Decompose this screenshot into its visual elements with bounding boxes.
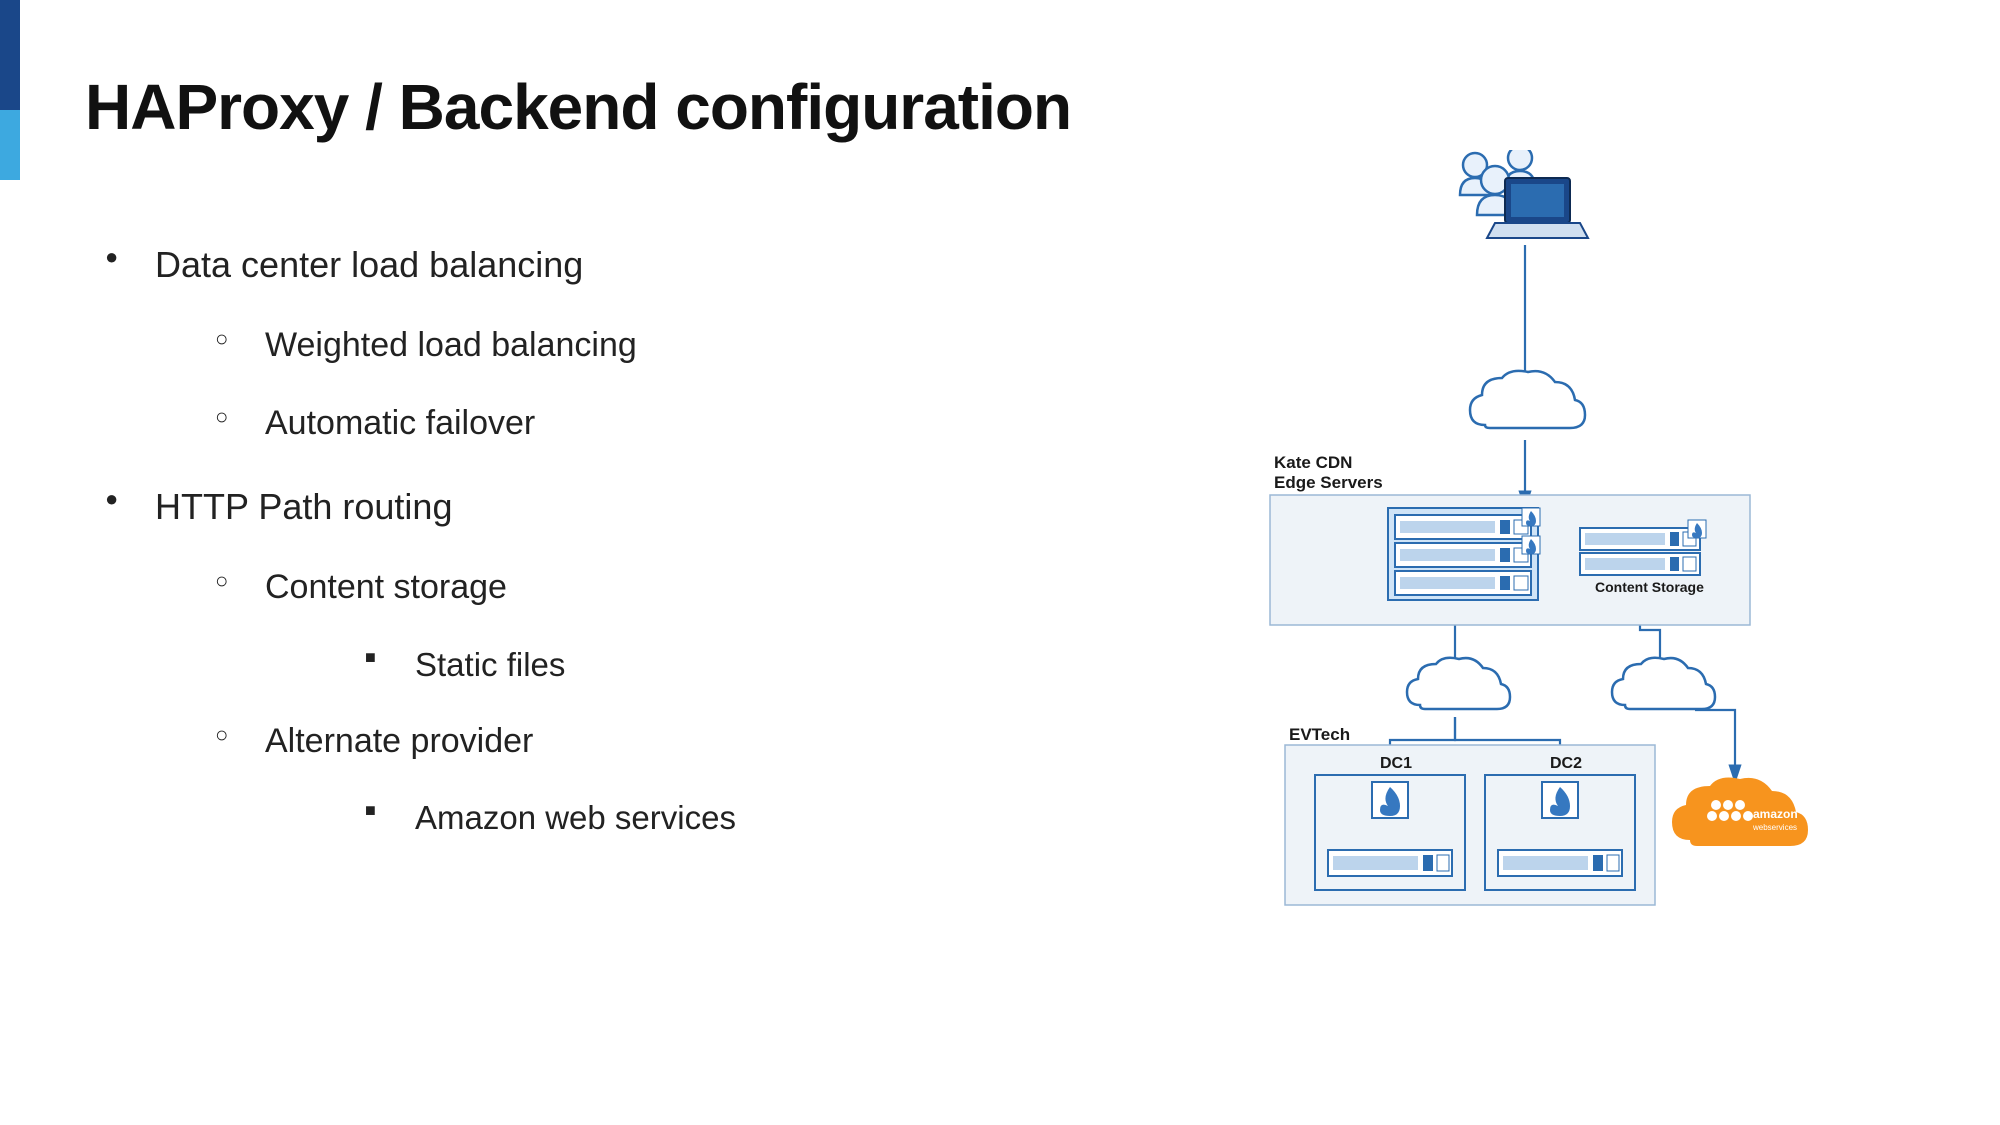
- page-title: HAProxy / Backend configuration: [85, 70, 1071, 144]
- bullet-1-sub-2: Automatic failover: [155, 400, 1085, 448]
- cdn-box: Kate CDN Edge Servers: [1270, 453, 1750, 625]
- users-icon: [1460, 150, 1588, 238]
- dc1-label: DC1: [1380, 755, 1412, 772]
- cdn-title: Kate CDN: [1274, 453, 1352, 472]
- accent-bar-dark: [0, 0, 20, 110]
- cdn-subtitle: Edge Servers: [1274, 473, 1383, 492]
- cdn-server-stack: [1395, 508, 1540, 595]
- bullet-2-label: HTTP Path routing: [155, 486, 452, 527]
- dc2-label: DC2: [1550, 755, 1582, 772]
- bullet-2-sub-1: Content storage Static files: [155, 564, 1085, 688]
- bullet-2: HTTP Path routing Content storage Static…: [85, 482, 1085, 842]
- evtech-label: EVTech: [1289, 725, 1350, 744]
- bullet-content: Data center load balancing Weighted load…: [85, 240, 1085, 876]
- aws-cloud-icon: amazon webservices: [1672, 778, 1808, 846]
- bullet-2-sub-2-sub-1: Amazon web services: [265, 795, 1085, 841]
- bullet-2-sub-2: Alternate provider Amazon web services: [155, 718, 1085, 842]
- bullet-1: Data center load balancing Weighted load…: [85, 240, 1085, 448]
- bullet-2-sub-1-label: Content storage: [265, 568, 507, 606]
- aws-label: amazon: [1753, 807, 1798, 821]
- cloud-top-icon: [1470, 371, 1585, 428]
- cloud-mid-left-icon: [1407, 658, 1510, 709]
- bullet-1-label: Data center load balancing: [155, 244, 583, 285]
- bullet-2-sub-1-sub-1: Static files: [265, 642, 1085, 688]
- bullet-2-sub-2-label: Alternate provider: [265, 722, 533, 760]
- content-storage-label: Content Storage: [1595, 579, 1704, 595]
- bullet-1-sub-1: Weighted load balancing: [155, 322, 1085, 370]
- aws-sublabel: webservices: [1752, 823, 1797, 832]
- architecture-diagram: Kate CDN Edge Servers: [1260, 150, 1820, 940]
- edge-cloud-aws: [1695, 710, 1735, 782]
- content-storage-stack: [1580, 520, 1706, 575]
- evtech-box: EVTech DC1 DC2: [1285, 725, 1655, 905]
- cloud-mid-right-icon: [1612, 658, 1715, 709]
- accent-bar-light: [0, 110, 20, 180]
